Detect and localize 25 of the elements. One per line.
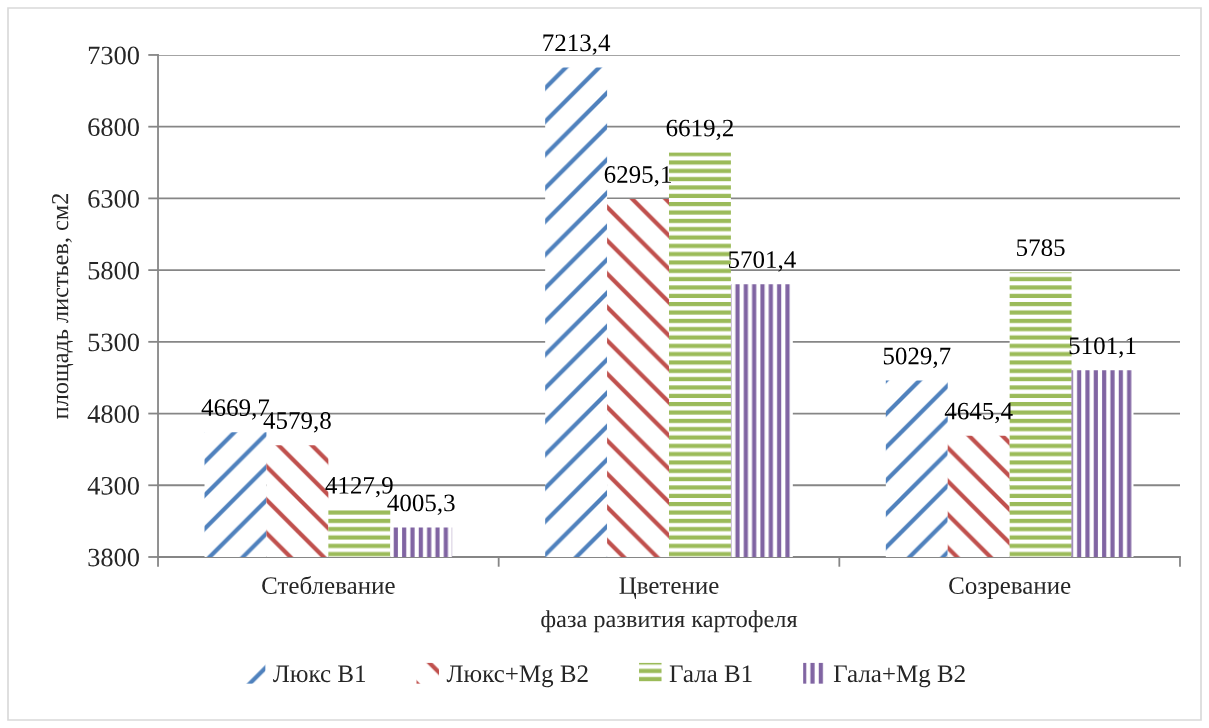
x-tick-label: Стеблевание xyxy=(262,575,395,595)
y-axis-title: площадь листьев, см2 xyxy=(52,193,74,419)
y-tick-label: 6800 xyxy=(88,118,139,137)
y-tick-label: 5800 xyxy=(88,261,139,280)
y-tick-label: 6300 xyxy=(88,190,139,208)
data-label: 6619,2 xyxy=(666,119,733,141)
legend-label: Гала В1 xyxy=(669,665,752,683)
data-label: 4645,4 xyxy=(944,402,1013,424)
data-label: 6295,1 xyxy=(604,166,671,187)
x-tick-label: Созревание xyxy=(949,577,1071,600)
data-label: 5701,4 xyxy=(728,251,796,272)
x-tick-label: Цветение xyxy=(619,577,719,600)
y-tick-label: 7300 xyxy=(88,46,139,65)
data-label: 5029,7 xyxy=(883,347,951,369)
x-axis-title: фаза развития картофеля xyxy=(541,610,798,633)
data-label: 5785 xyxy=(1017,239,1065,257)
y-tick-label: 5300 xyxy=(88,333,139,352)
legend-label: Гала+Mg В2 xyxy=(833,665,965,688)
y-tick-label: 4300 xyxy=(87,476,139,495)
legend-label: Люкс+Mg В2 xyxy=(446,665,588,688)
data-label: 7213,4 xyxy=(543,34,611,55)
y-tick-label: 4800 xyxy=(87,405,139,423)
data-label: 5101,1 xyxy=(1069,337,1136,358)
y-tick-label: 3800 xyxy=(88,548,139,567)
legend-label: Люкс В1 xyxy=(273,665,366,683)
